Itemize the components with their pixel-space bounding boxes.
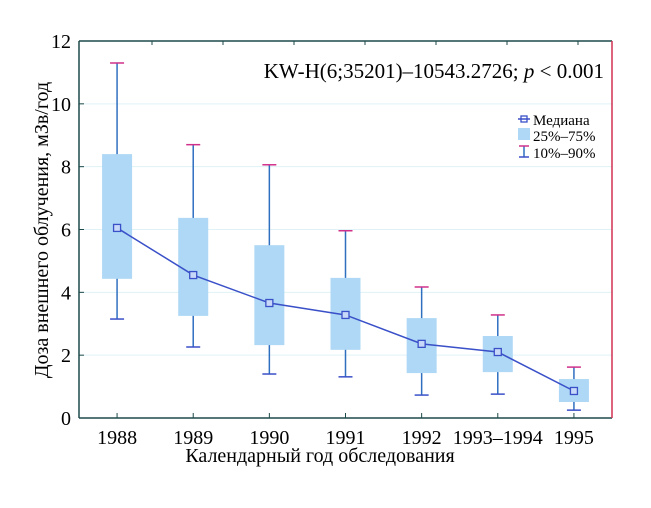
axes: 0 2 4 6 8 10 12 1988 1989 1990 1991 1992 1993–1994 19…	[51, 31, 613, 449]
y-tick-label: 0	[61, 408, 71, 430]
median-marker	[341, 310, 350, 320]
median-marker	[112, 223, 122, 233]
x-tick-label: 1991	[326, 427, 366, 449]
y-tick-label: 10	[51, 94, 71, 116]
legend-whisker-label: 10%–90%	[533, 146, 596, 162]
x-tick-label: 1990	[249, 427, 289, 449]
grid-lines	[79, 103, 612, 356]
y-tick-label: 4	[61, 282, 71, 304]
legend-iqr-label: 25%–75%	[533, 129, 596, 145]
boxes	[102, 62, 589, 411]
iqr-box	[254, 245, 285, 346]
x-tick-label: 1988	[97, 427, 137, 449]
iqr-box	[102, 154, 133, 279]
x-tick-label: 1992	[402, 427, 442, 449]
legend-iqr: 25%–75%	[518, 128, 596, 145]
annotation: KW-H(6;35201)–10543.2726; p < 0.001	[264, 59, 604, 83]
y-tick-label: 8	[61, 157, 71, 179]
legend-median-label: Медиана	[533, 113, 590, 129]
x-axis-label: Календарный год обследования	[185, 445, 454, 467]
x-tick-label: 1995	[554, 427, 594, 449]
y-tick-label: 6	[61, 220, 71, 242]
median-marker	[265, 298, 274, 308]
y-axis-label: Доза внешнего облучения, мЗв/год	[31, 82, 53, 378]
y-tick-label: 2	[61, 345, 71, 367]
iqr-box	[178, 217, 209, 316]
median-marker-icon	[520, 115, 528, 123]
legend-whisker: 10%–90%	[519, 145, 596, 162]
median-marker	[493, 347, 502, 357]
legend: Медиана 25%–75% 10%–90%	[518, 113, 596, 162]
y-tick-label: 12	[51, 31, 71, 53]
box-swatch-icon	[518, 128, 530, 140]
legend-median: Медиана	[518, 113, 590, 129]
x-tick-label: 1989	[173, 427, 213, 449]
median-marker	[569, 386, 579, 396]
median-marker	[189, 270, 198, 280]
x-tick-label: 1993–1994	[453, 427, 543, 449]
median-marker	[417, 339, 426, 349]
